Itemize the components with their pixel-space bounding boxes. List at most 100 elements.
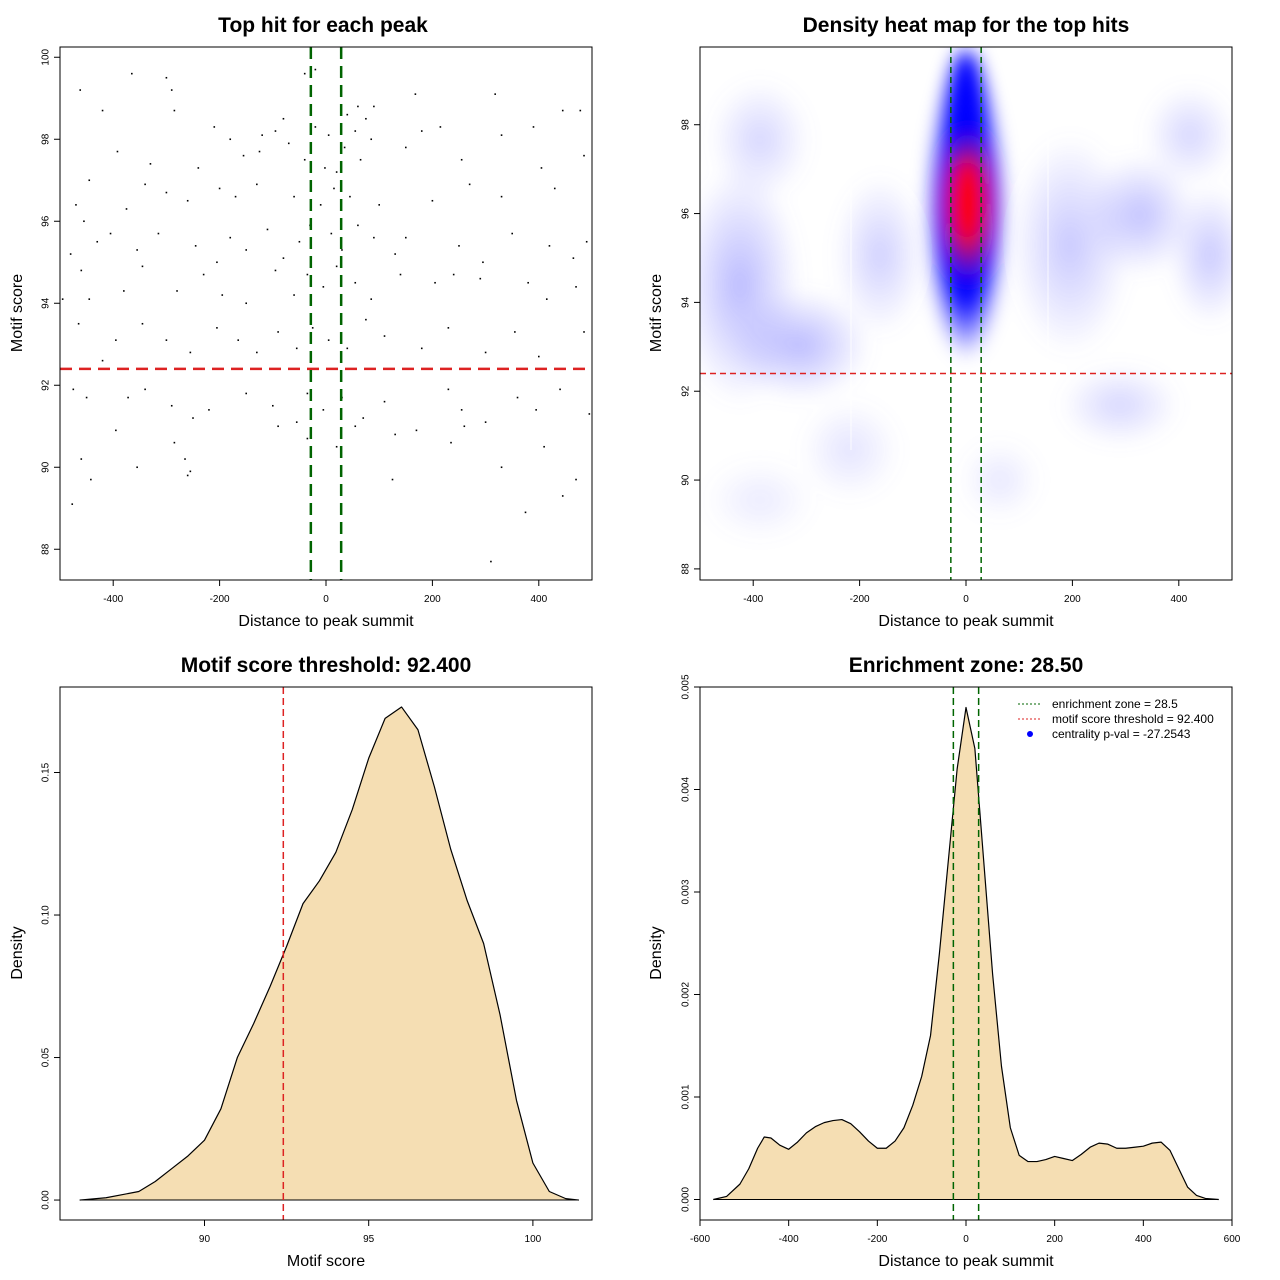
y-tick-label: 0.001 [681, 1084, 692, 1109]
scatter-point [383, 400, 386, 403]
scatter-point [394, 253, 396, 255]
x-tick-label: -200 [867, 1234, 887, 1245]
scatter-point [125, 208, 128, 210]
scatter-point [588, 413, 591, 415]
scatter-point [136, 249, 138, 251]
scatter-point [341, 249, 343, 251]
y-tick-label: 92 [41, 379, 52, 391]
heatmap-ylabel: Motif score [648, 274, 665, 352]
scatter-point [256, 183, 258, 186]
scatter-point [157, 232, 160, 235]
scatter-point [77, 322, 80, 325]
x-tick-label: -200 [850, 594, 870, 605]
y-tick-label: 0.003 [681, 879, 692, 904]
scatter-point [399, 273, 402, 276]
scatter-point [245, 392, 247, 395]
scatter-point [535, 409, 537, 411]
scatter-point [88, 179, 91, 182]
y-tick-label: 94 [681, 296, 692, 308]
scatter-point [494, 93, 496, 95]
x-tick-label: -200 [210, 594, 230, 605]
scatter-point [109, 232, 112, 235]
scatter-point [234, 195, 237, 198]
scatter-point [213, 126, 216, 128]
y-tick-label: 96 [681, 208, 692, 220]
scatter-point [548, 245, 551, 247]
scatter-point [141, 322, 144, 325]
distance-density-fill [713, 707, 1219, 1200]
scatter-point [439, 126, 442, 128]
scatter-point [216, 261, 218, 264]
scatter-point [572, 257, 575, 259]
scatter-point [229, 138, 232, 141]
x-tick-label: 0 [963, 1234, 969, 1245]
scatter-point [357, 224, 359, 227]
scatter-point [365, 117, 367, 120]
scatter-point [115, 429, 117, 432]
panel-scatter: Top hit for each peak -400 -200 0 200 400 88 9… [9, 14, 593, 630]
distance-density-xlabel: Distance to peak summit [878, 1253, 1054, 1270]
scatter-point [335, 265, 338, 268]
scatter-point [335, 445, 338, 448]
score-density-xlabel: Motif score [287, 1253, 365, 1270]
heatmap-density [700, 47, 1232, 580]
scatter-point [420, 347, 423, 350]
scatter-point [482, 261, 484, 264]
scatter-point [479, 277, 482, 280]
scatter-point [373, 236, 375, 239]
scatter-point [144, 183, 146, 186]
scatter-point [431, 199, 434, 202]
scatter-point [391, 478, 394, 481]
scatter-point [277, 425, 279, 428]
y-tick-label: 0.004 [681, 777, 692, 802]
scatter-point [71, 503, 74, 505]
score-density-curve [79, 706, 579, 1201]
scatter-point [186, 199, 189, 202]
scatter-point [306, 273, 309, 276]
scatter-point [434, 281, 436, 284]
scatter-point [373, 105, 375, 108]
scatter-point [136, 466, 138, 469]
scatter-point [176, 290, 178, 292]
scatter-point [165, 191, 168, 194]
scatter-point [229, 236, 232, 239]
scatter-point [173, 441, 176, 444]
scatter-point [314, 126, 317, 128]
scatter-point [468, 183, 471, 186]
scatter-point [561, 495, 564, 497]
scatter-point [333, 187, 335, 190]
scatter-point [314, 68, 317, 71]
distance-density-plot-area: -600 -400 -200 0 200 400 600 0.000 0.001 0.002 0.0… [681, 674, 1241, 1245]
y-tick-label: 0.00 [41, 1190, 52, 1210]
scatter-point [189, 351, 192, 354]
scatter-point [447, 388, 450, 391]
scatter-frame [59, 46, 593, 581]
scatter-point [303, 158, 306, 161]
x-tick-label: 400 [530, 594, 547, 605]
legend: enrichment zone = 28.5 motif score thres… [1018, 697, 1214, 741]
scatter-point [516, 396, 519, 399]
y-tick-label: 94 [41, 297, 52, 309]
scatter-point [141, 265, 144, 268]
scatter-point [543, 445, 545, 448]
scatter-point [72, 388, 75, 391]
scatter-point [295, 421, 298, 423]
x-tick-label: -600 [690, 1234, 710, 1245]
y-tick-label: 0.000 [681, 1187, 692, 1212]
scatter-plot-area: -400 -200 0 200 400 88 90 92 94 96 98 100 [41, 47, 592, 605]
scatter-point [327, 134, 330, 136]
scatter-point [266, 228, 269, 231]
scatter-point [346, 113, 349, 116]
scatter-point [575, 286, 577, 288]
scatter-point [370, 138, 373, 141]
scatter-point [370, 298, 373, 300]
heatmap-title: Density heat map for the top hits [803, 14, 1130, 37]
scatter-point [101, 109, 104, 112]
scatter-point [90, 478, 92, 481]
x-tick-label: 100 [525, 1234, 542, 1245]
scatter-point [452, 273, 455, 276]
scatter-point [311, 327, 314, 329]
scatter-point [414, 93, 417, 95]
heatmap-frame [699, 46, 1233, 581]
scatter-point [61, 298, 64, 300]
